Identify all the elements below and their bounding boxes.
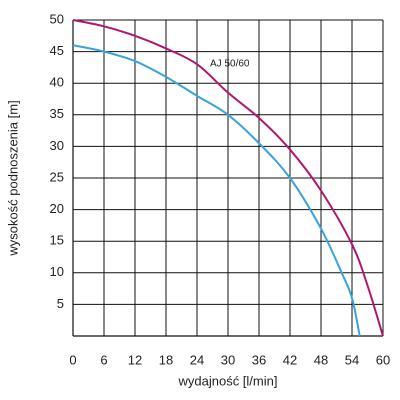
annotation: AJ 50/60 [210,59,250,70]
x-tick-label: 60 [376,352,390,367]
x-tick-label: 42 [283,352,297,367]
x-tick-label: 36 [252,352,266,367]
y-tick-label: 35 [50,106,64,121]
y-tick-label: 50 [50,11,64,26]
y-tick-label: 40 [50,75,64,90]
y-tick-label: 45 [50,43,64,58]
x-tick-label: 24 [190,352,204,367]
y-tick-label: 25 [50,169,64,184]
y-tick-label: 5 [57,296,64,311]
x-tick-label: 12 [128,352,142,367]
x-tick-label: 48 [314,352,328,367]
curve [72,19,384,337]
x-tick-label: 0 [69,352,76,367]
x-tick-label: 30 [221,352,235,367]
x-tick-label: 6 [100,352,107,367]
y-tick-label: 30 [50,138,64,153]
y-tick-label: 10 [50,264,64,279]
x-axis-label: wydajność [l/min] [178,373,278,388]
x-tick-label: 54 [345,352,359,367]
x-tick-label: 18 [159,352,173,367]
y-tick-label: 15 [50,233,64,248]
y-tick-label: 20 [50,201,64,216]
curve [72,44,361,337]
y-axis-label: wysokość podnoszenia [m] [5,100,20,256]
